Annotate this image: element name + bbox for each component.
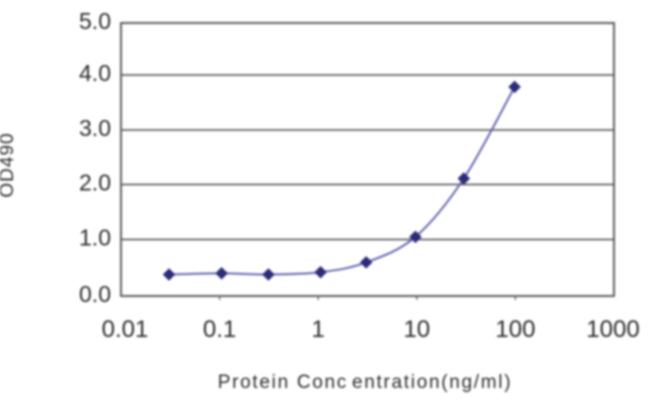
svg-text:0.1: 0.1: [203, 316, 236, 343]
svg-text:3.0: 3.0: [79, 115, 111, 141]
svg-text:4.0: 4.0: [79, 60, 111, 86]
svg-text:10: 10: [403, 316, 430, 343]
svg-text:1: 1: [312, 316, 325, 343]
svg-text:1000: 1000: [586, 316, 639, 343]
svg-text:2.0: 2.0: [79, 170, 111, 196]
svg-text:1.0: 1.0: [79, 225, 111, 251]
svg-text:OD490: OD490: [0, 132, 18, 197]
svg-text:0.0: 0.0: [79, 281, 111, 307]
svg-text:5.0: 5.0: [79, 8, 111, 34]
svg-text:0.01: 0.01: [102, 316, 149, 343]
svg-text:100: 100: [495, 316, 535, 343]
